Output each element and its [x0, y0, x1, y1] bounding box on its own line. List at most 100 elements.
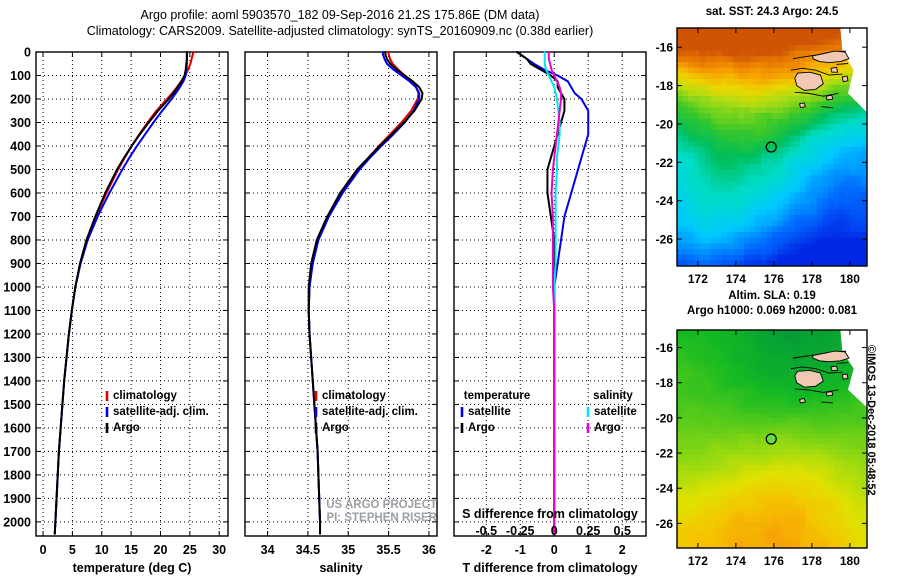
map-cell: [710, 355, 717, 362]
map-cell: [816, 428, 823, 435]
map-cell: [688, 147, 695, 154]
profile-location-marker[interactable]: [765, 141, 777, 153]
map-cell: [738, 428, 745, 435]
map-cell: [861, 249, 867, 256]
map-cell: [833, 335, 840, 341]
map-cell: [716, 485, 723, 492]
map-cell: [760, 113, 768, 120]
map-cell: [727, 470, 734, 476]
map-cell: [783, 147, 790, 154]
map-cell: [794, 130, 801, 137]
map-cell: [760, 516, 768, 523]
map-cell: [710, 376, 717, 383]
map-cell: [738, 407, 745, 414]
map-cell: [783, 192, 790, 199]
map-cell: [805, 506, 812, 513]
map-cell: [783, 392, 790, 399]
map-cell: [772, 537, 779, 544]
map-cell: [688, 164, 695, 171]
map-cell: [738, 527, 745, 534]
map-cell: [721, 537, 728, 544]
map-cell: [816, 50, 823, 57]
xtick-label: 15: [124, 543, 138, 557]
map-cell: [688, 345, 695, 352]
map-cell: [766, 366, 773, 373]
map-cell: [833, 361, 840, 367]
map-cell: [788, 392, 795, 399]
map-cell: [827, 118, 835, 125]
map-cell: [766, 475, 773, 482]
map-cell: [693, 506, 700, 513]
map-cell: [799, 475, 807, 482]
map-cell: [755, 243, 762, 250]
map-cell: [844, 226, 851, 233]
map-cell: [760, 169, 768, 176]
map-cell: [799, 361, 807, 367]
map-cell: [844, 454, 851, 461]
map-cell: [749, 392, 756, 399]
map-cell: [816, 418, 823, 425]
map-cell: [861, 506, 867, 513]
map-cell: [816, 220, 823, 227]
map-cell: [766, 175, 773, 182]
map-cell: [788, 402, 795, 409]
map-cell: [704, 147, 712, 154]
map-cell: [855, 397, 863, 404]
map-cell: [744, 330, 751, 336]
xtick-label: -1: [515, 543, 526, 557]
map-cell: [677, 260, 684, 266]
map-cell: [805, 537, 812, 544]
map-cell: [677, 522, 684, 528]
profile-location-marker[interactable]: [765, 433, 777, 445]
map-cell: [716, 33, 723, 40]
map-cell: [822, 413, 829, 419]
map-cell: [760, 340, 768, 347]
map-cell: [755, 490, 762, 497]
map-cell: [833, 330, 840, 336]
map-cell: [805, 464, 812, 471]
map-cell: [688, 158, 695, 165]
map-cell: [816, 537, 823, 544]
map-cell: [772, 107, 779, 114]
map-cell: [777, 209, 784, 216]
map-cell: [772, 475, 779, 482]
map-cell: [727, 192, 734, 199]
map-cell: [760, 147, 768, 154]
map-cell: [749, 340, 756, 347]
map-cell: [827, 480, 835, 487]
map-cell: [693, 209, 700, 216]
map-cell: [716, 350, 723, 357]
map-cell: [794, 475, 801, 482]
map-cell: [749, 147, 756, 154]
map-cell: [688, 454, 695, 461]
map-cell: [788, 480, 795, 487]
map-cell: [682, 203, 689, 210]
map-cell: [744, 260, 751, 266]
map-cell: [805, 39, 812, 46]
map-cell: [749, 439, 756, 445]
map-cell: [693, 147, 700, 154]
map-cell: [760, 532, 768, 539]
map-cell: [850, 135, 857, 142]
map-cell: [799, 215, 807, 222]
map-cell: [833, 79, 840, 86]
map-cell: [721, 73, 728, 80]
map-cell: [799, 260, 807, 266]
map-cell: [721, 84, 728, 91]
map-cell: [704, 45, 712, 52]
map-cell: [839, 428, 846, 435]
map-cell: [693, 511, 700, 518]
map-cell: [749, 209, 756, 216]
map-cell: [716, 511, 723, 518]
map-cell: [727, 28, 734, 35]
map-cell: [693, 28, 700, 35]
map-cell: [777, 198, 784, 205]
map-cell: [799, 135, 807, 142]
map-cell: [772, 527, 779, 534]
map-cell: [677, 413, 684, 419]
map-cell: [688, 169, 695, 176]
map-cell: [677, 84, 684, 91]
map-cell: [755, 506, 762, 513]
map-cell: [811, 464, 818, 471]
map-cell: [710, 496, 717, 502]
